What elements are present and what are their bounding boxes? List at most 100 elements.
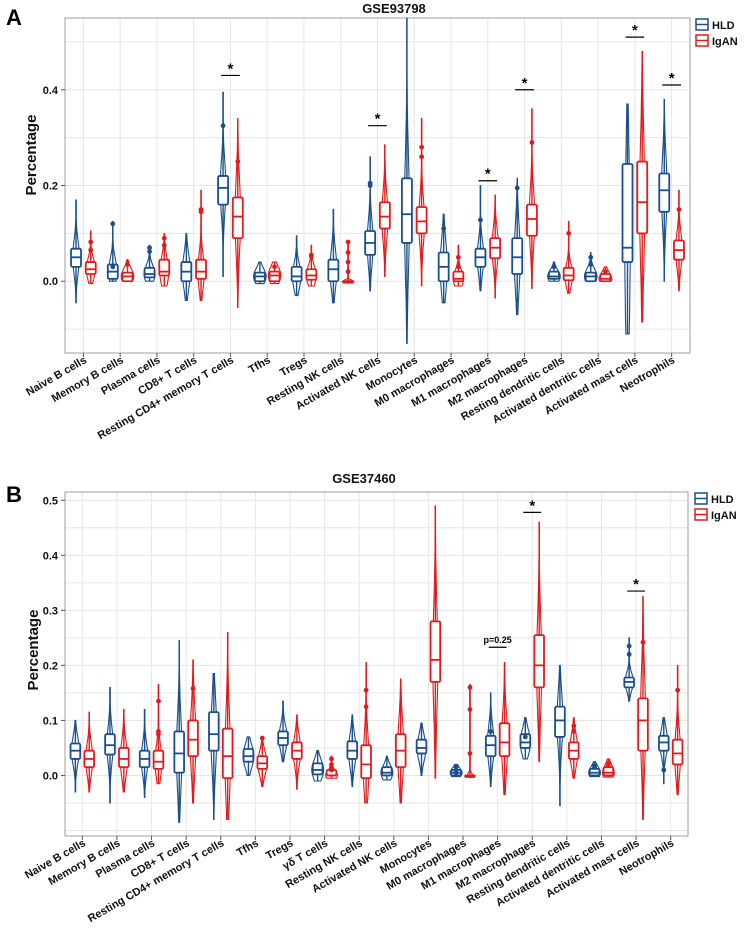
y-axis-label-a: Percentage [23,115,40,196]
y-tick-label: 0.2 [43,181,58,193]
significance-activated-mast-cells: * [625,22,645,39]
violin-igan-resting-cd4-memory-t-cells [221,631,234,821]
significance-neotrophils: * [662,70,681,87]
violin-hld-activated-nk-cells [364,156,377,292]
box-iqr [152,749,165,770]
box-iqr [84,261,97,275]
outlier-point [453,764,459,770]
outlier-point [455,254,461,260]
outlier-point [419,154,425,160]
box-iqr [599,273,612,283]
violin-igan-naive-b-cells [83,711,95,793]
outlier-point [467,751,473,756]
outlier-point [566,230,572,236]
outlier-point [345,250,351,255]
outlier-point [571,729,577,734]
outlier-point [156,698,161,704]
panel-a: A GSE93798 Percentage HLD IgAN [6,1,738,195]
violin-hld-m2-macrophages [511,177,524,316]
violin-hld-m1-macrophages [474,184,487,292]
significance-label: p=0.25 [483,635,511,645]
box-iqr [143,266,156,279]
panel-b: B GSE37460 Percentage HLD IgAN [6,471,737,690]
outlier-point [640,639,646,645]
violin-igan-activated-nk-cells [394,678,407,804]
chart-title-a: GSE93798 [362,1,426,16]
box-iqr [378,201,391,230]
box-iqr [636,160,649,235]
violin-hld-memory-b-cells [106,220,119,282]
violin-igan-tregs [305,244,318,287]
box-iqr [217,175,229,206]
violin-hld-memory-b-cells [104,686,116,804]
legend-key-hld-a [695,18,709,31]
outlier-point [488,729,494,734]
box-iqr [187,719,199,758]
outlier-point [529,140,535,145]
x-tick-label-tfhs: Tfhs [247,354,273,376]
violin-igan-cd8-t-cells [187,659,199,804]
violin-hld-monocytes [401,17,413,344]
outlier-point [329,767,334,773]
violin-igan-activated-dentritic-cells [601,758,615,778]
violin-hld-resting-dendritic-cells [554,664,566,807]
outlier-point [156,731,161,737]
significance-activated-mast-cells: * [627,576,646,593]
box-iqr [562,266,575,282]
legend-b: HLD IgAN [694,492,737,522]
outlier-point [367,180,373,186]
box-iqr [158,258,171,277]
box-iqr [415,206,428,235]
box-iqr [173,730,185,774]
violin-igan-activated-dentritic-cells [598,266,613,283]
box-iqr [360,744,372,780]
violin-hld-tfhs [253,261,267,285]
violin-igan-neotrophils [673,189,685,292]
violin-outline [210,673,218,821]
violin-hld-resting-nk-cells [327,208,340,304]
outlier-point [220,123,226,129]
legend-a: HLD IgAN [695,18,738,48]
box-iqr [671,738,684,766]
y-tick-label: 0.3 [43,605,58,617]
outlier-point [676,207,682,212]
violin-hld-tregs [290,235,303,297]
box-iqr [548,270,560,280]
y-tick-label: 0.2 [43,660,58,672]
outlier-point [125,262,130,267]
violin-igan-resting-nk-cells [340,239,356,284]
violin-hld-plasma-cells [143,244,156,282]
outlier-point [190,686,196,691]
outlier-point [467,707,473,712]
violin-hld-activated-dentritic-cells [583,251,598,283]
box-iqr [305,268,318,281]
box-iqr [533,634,545,689]
violin-hld-tfhs [242,736,255,777]
outlier-point [363,687,369,693]
legend-key-igan-b [694,508,708,521]
outlier-point [161,235,167,241]
violin-igan-plasma-cells [158,232,171,287]
violin-hld-t-cells [311,750,325,782]
panel-label-b: B [6,482,22,507]
box-iqr [221,727,234,780]
violin-hld-resting-cd4-memory-t-cells [217,91,229,277]
outlier-point [235,159,241,164]
outlier-point [147,245,152,251]
y-tick-label: 0.5 [43,495,58,507]
significance-m2-macrophages: * [523,497,542,514]
violin-hld-cd8-t-cells [173,640,185,823]
box-iqr [231,196,244,240]
box-iqr [519,733,532,749]
violin-outline [381,144,389,277]
outlier-point [551,264,557,270]
y-tick-label: 0.0 [43,276,58,288]
y-tick-label: 0.4 [43,85,59,97]
outlier-point [110,264,116,270]
box-iqr [327,258,340,283]
violin-igan-monocytes [415,117,428,287]
box-iqr [637,697,649,752]
violin-hld-m1-macrophages [484,692,497,788]
violin-igan-resting-dendritic-cells [568,717,580,779]
